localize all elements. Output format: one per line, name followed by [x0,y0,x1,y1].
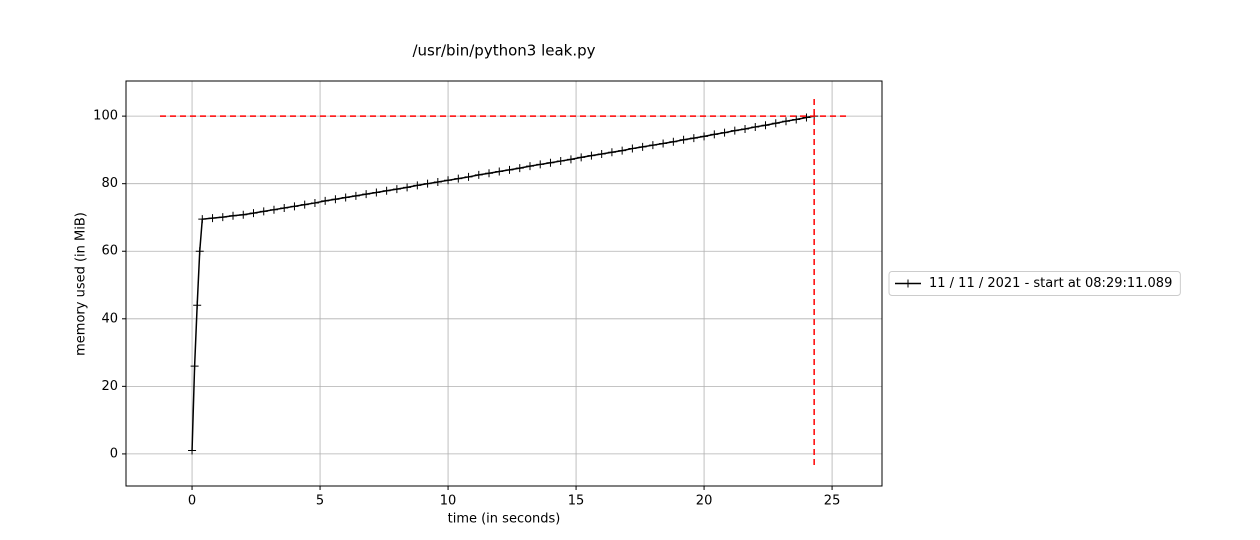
data-point [259,207,268,216]
legend-marker [904,279,912,288]
data-point [372,188,381,197]
data-point [444,176,453,185]
data-point [229,211,238,220]
y-tick-label: 100 [93,109,118,124]
data-point [638,142,647,151]
x-tick-label: 10 [440,494,457,509]
data-point [413,181,422,190]
data-point [761,121,770,130]
y-tick-label: 80 [101,176,118,191]
data-point [239,210,248,219]
y-tick-label: 40 [101,311,118,326]
data-point [618,146,627,155]
data-point [659,139,668,148]
data-point [485,169,494,178]
data-point [495,167,504,176]
data-point [351,191,360,200]
data-point [781,117,790,126]
data-point [341,193,350,202]
data-point [321,196,330,205]
data-point [546,158,555,167]
data-point [710,130,719,139]
data-point [720,128,729,137]
chart-title: /usr/bin/python3 leak.py [412,42,595,60]
data-point [525,162,534,171]
data-point [403,183,412,192]
x-tick-label: 15 [568,494,585,509]
data-point [771,119,780,128]
data-point [689,134,698,143]
x-axis-label: time (in seconds) [448,512,561,527]
y-axis-label: memory used (in MiB) [74,212,89,356]
data-point [433,177,442,186]
data-point [730,126,739,135]
x-tick-label: 20 [696,494,713,509]
data-point [190,362,199,371]
data-point [195,247,204,256]
data-point [392,185,401,194]
data-point [300,200,309,209]
data-point [193,301,202,310]
data-point [269,205,278,214]
data-point [331,195,340,204]
data-point [566,155,575,164]
data-point [577,153,586,162]
data-point [515,164,524,173]
data-point [669,137,678,146]
data-point [597,149,606,158]
data-point [464,172,473,181]
data-point [628,144,637,153]
data-point [792,115,801,124]
data-point [505,165,514,174]
data-point [280,204,289,213]
data-point [587,151,596,160]
data-point [648,141,657,150]
x-tick-label: 0 [188,494,196,509]
data-point [423,179,432,188]
y-tick-label: 60 [101,244,118,259]
data-point [607,148,616,157]
data-point [741,124,750,133]
x-tick-label: 25 [824,494,841,509]
legend-label: 11 / 11 / 2021 - start at 08:29:11.089 [929,276,1172,291]
data-point [700,132,709,141]
data-point [802,113,811,122]
data-point [218,213,227,222]
data-point [208,214,217,223]
data-point [679,135,688,144]
data-point [556,157,565,166]
data-point [751,122,760,131]
data-point [188,446,197,455]
x-tick-label: 5 [316,494,324,509]
y-tick-label: 20 [101,379,118,394]
data-point [382,186,391,195]
legend-box [888,271,1181,296]
data-point [454,174,463,183]
y-tick-label: 0 [110,446,118,461]
data-point [249,209,258,218]
legend: 11 / 11 / 2021 - start at 08:29:11.089 [888,271,1181,296]
data-point [310,198,319,207]
data-point [290,202,299,211]
data-point [536,160,545,169]
plot-frame [125,80,883,487]
data-point [362,190,371,199]
data-point [474,170,483,179]
data-point [198,215,207,224]
